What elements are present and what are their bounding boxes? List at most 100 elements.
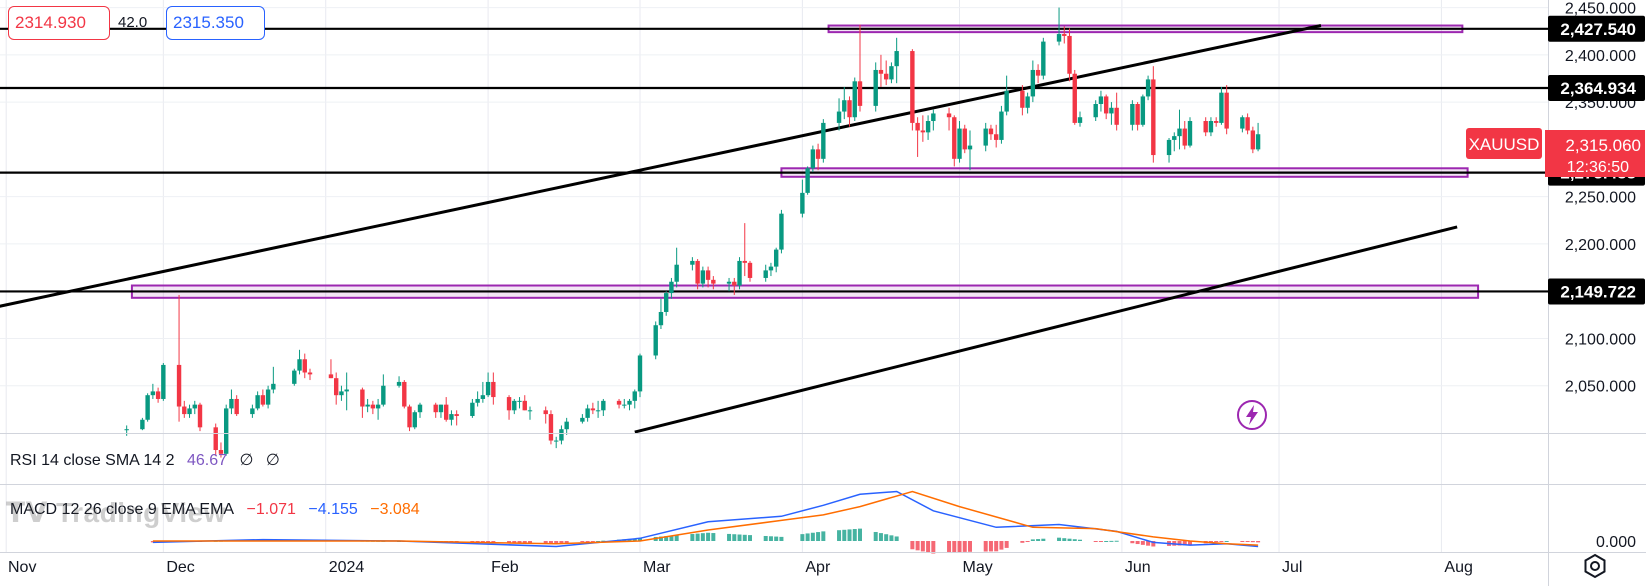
macd-line <box>152 490 1259 548</box>
candle-body <box>585 408 590 418</box>
spread-value: 42.0 <box>118 14 148 31</box>
macd-histogram-bar <box>1214 541 1219 543</box>
candle-body <box>732 281 737 286</box>
macd-histogram-bar <box>491 541 496 543</box>
macd-histogram-bar <box>967 541 972 552</box>
candle-body <box>438 404 444 413</box>
candle-body <box>674 264 679 282</box>
candle-body <box>1213 121 1219 123</box>
macd-histogram-bar <box>1072 539 1077 541</box>
macd-histogram-bar <box>915 541 920 551</box>
macd-title: MACD 12 26 close 9 EMA EMA <box>10 501 235 518</box>
time-tick-label: Mar <box>643 559 671 576</box>
candle-body <box>773 249 779 267</box>
price-tick-label: 2,200.000 <box>1565 237 1636 254</box>
macd-histogram-bar <box>669 535 674 541</box>
candle-body <box>192 404 197 409</box>
candle-body <box>580 417 585 422</box>
candle-body <box>669 281 674 294</box>
candle-body <box>894 51 899 67</box>
time-tick-label: Jun <box>1125 559 1151 576</box>
macd-histogram-bar <box>1109 540 1114 542</box>
time-tick-label: 2024 <box>329 559 365 576</box>
rsi-value: 46.67 <box>186 452 228 469</box>
rsi-legend[interactable]: RSI 14 close SMA 14 2 46.67 ∅ ∅ <box>10 450 288 470</box>
macd-histogram-bar <box>1098 541 1103 542</box>
macd-histogram-bar <box>150 541 155 543</box>
candle-body <box>711 279 716 284</box>
candle-body <box>229 398 234 409</box>
candle-body <box>155 391 161 399</box>
lightning-icon[interactable] <box>1236 399 1268 431</box>
macd-histogram-bar <box>559 541 564 544</box>
time-tick-label: Feb <box>491 559 519 576</box>
macd-histogram-bar <box>674 535 679 541</box>
candle-body <box>742 260 747 263</box>
macd-histogram-bar <box>1062 538 1067 541</box>
candle-body <box>417 404 423 413</box>
candle-body <box>1067 35 1072 74</box>
candle-body <box>255 395 260 409</box>
macd-histogram-bar <box>1250 541 1255 543</box>
macd-histogram-bar <box>1240 541 1245 542</box>
candle-body <box>873 69 878 106</box>
macd-histogram-bar <box>842 529 847 541</box>
gear-icon[interactable] <box>1581 552 1609 580</box>
candle-body <box>1240 117 1245 129</box>
candle-body <box>150 391 156 396</box>
macd-histogram-bar <box>486 541 491 543</box>
level-label-bg <box>1548 15 1645 42</box>
candle-body <box>952 117 957 159</box>
level-label-bg <box>1548 278 1645 305</box>
macd-histogram-bar <box>1077 539 1082 541</box>
time-axis[interactable]: Nov Dec 2024 Feb Mar Apr May Jun Jul Aug <box>8 559 1473 576</box>
macd-histogram-bar <box>947 541 952 553</box>
candle-body <box>480 395 486 399</box>
macd-histogram-bar <box>957 541 962 552</box>
tradingview-watermark: 𝗧𝗩 TradingView <box>6 496 226 529</box>
candle-body <box>1041 41 1046 76</box>
candle-body <box>1140 96 1146 125</box>
macd-histogram-bar <box>585 541 590 542</box>
time-tick-label: Apr <box>805 559 831 576</box>
macd-histogram-bar <box>1219 541 1224 542</box>
candle-body <box>1130 103 1135 125</box>
candle-body <box>412 412 417 428</box>
macd-histogram-bar <box>522 541 527 544</box>
candle-body <box>622 404 627 406</box>
candle-body <box>1245 117 1250 131</box>
candle-body <box>946 113 952 118</box>
macd-histogram-bar <box>747 535 752 541</box>
buy-price-button[interactable]: 2315.350 <box>166 6 265 40</box>
candle-body <box>726 281 732 284</box>
macd-histogram-bar <box>664 536 669 541</box>
sell-price-button[interactable]: 2314.930 <box>8 6 110 40</box>
macd-histogram-bar <box>1093 541 1098 542</box>
macd-histogram-bar <box>1245 541 1250 542</box>
time-tick-label: May <box>963 559 993 576</box>
candle-body <box>213 427 218 451</box>
macd-histogram-bar <box>920 541 925 552</box>
candle-body <box>517 400 522 402</box>
macd-legend[interactable]: MACD 12 26 close 9 EMA EMA −1.071 −4.155… <box>10 501 428 519</box>
candle-body <box>653 325 658 356</box>
candle-body <box>292 370 297 384</box>
macd-histogram-bar <box>962 541 967 552</box>
level-label-text: 2,427.540 <box>1560 20 1636 39</box>
candle-body <box>1072 73 1077 123</box>
watermark-text: TradingView <box>56 497 226 528</box>
candle-body <box>983 128 988 146</box>
macd-histogram-bar <box>816 532 821 541</box>
candle-body <box>1182 128 1187 146</box>
candle-body <box>768 266 774 271</box>
macd-histogram-bar <box>810 532 815 541</box>
macd-histogram-bar <box>1036 539 1041 541</box>
macd-histogram-bar <box>837 530 842 541</box>
level-label-text: 2,364.934 <box>1560 79 1636 98</box>
candle-body <box>433 404 438 413</box>
macd-histogram-bar <box>596 541 601 542</box>
candle-body <box>339 391 344 396</box>
candle-body <box>810 149 816 169</box>
candle-body <box>705 270 711 280</box>
